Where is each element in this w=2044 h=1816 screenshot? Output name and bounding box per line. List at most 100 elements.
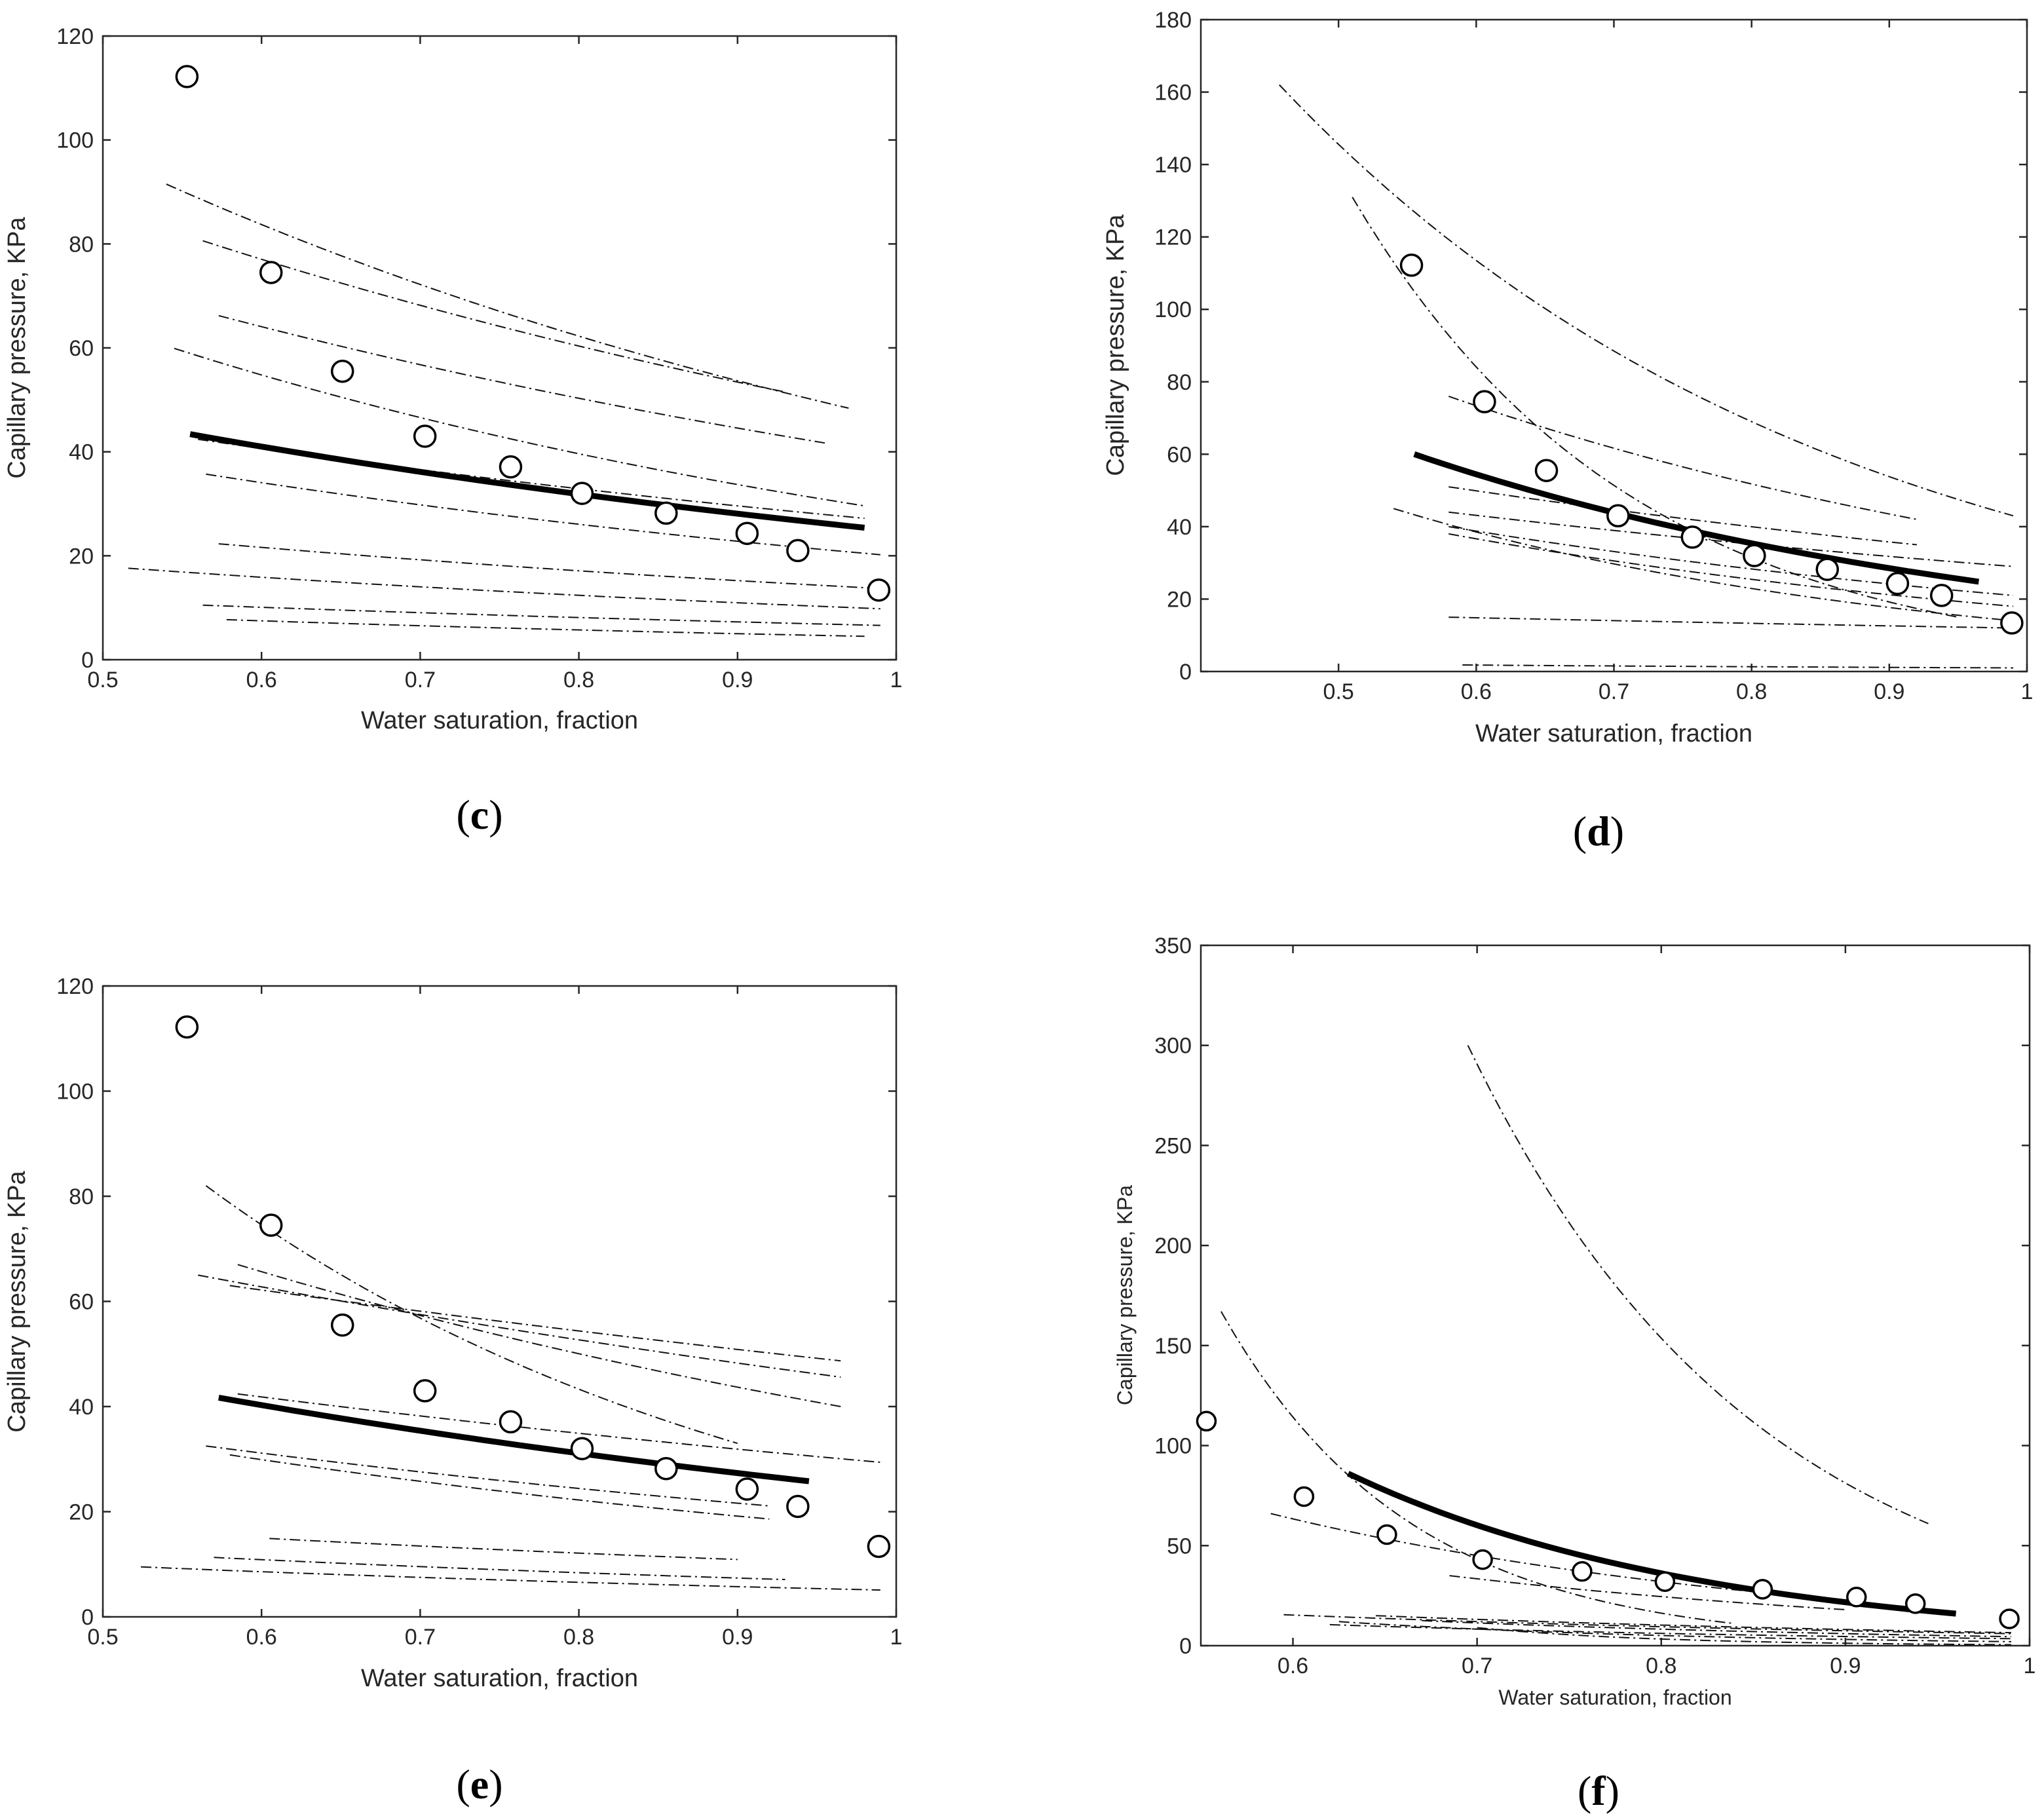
reference-curve-9 bbox=[1329, 1623, 2011, 1640]
y-tick-label: 150 bbox=[1154, 1334, 1192, 1359]
y-tick-label: 100 bbox=[1154, 297, 1192, 322]
y-tick-label: 100 bbox=[56, 128, 94, 153]
y-tick-label: 120 bbox=[56, 24, 94, 49]
observed-point bbox=[1534, 459, 1559, 482]
y-tick-label: 20 bbox=[69, 1500, 94, 1525]
observed-point bbox=[499, 455, 523, 479]
y-tick-label: 0 bbox=[1179, 660, 1192, 685]
reference-curve-4 bbox=[1449, 1575, 1845, 1610]
y-tick-label: 60 bbox=[69, 1290, 94, 1315]
x-tick-label: 0.5 bbox=[1323, 679, 1354, 704]
reference-curve-8 bbox=[1448, 533, 2014, 607]
x-tick-label: 0.9 bbox=[722, 1625, 753, 1650]
reference-curve-9 bbox=[214, 1557, 785, 1580]
y-tick-label: 200 bbox=[1154, 1234, 1192, 1258]
y-axis-label: Capillary pressure, KPa bbox=[3, 217, 31, 479]
panel-e: 0.5 0.6 0.7 0.8 0.9 1 0 20 40 60 80 100 120 Water sat… bbox=[3, 974, 902, 1807]
observed-point bbox=[1606, 504, 1630, 528]
reference-curve-3 bbox=[1448, 395, 1918, 520]
x-tick-label: 0.9 bbox=[1874, 679, 1904, 704]
observed-point bbox=[1815, 558, 1840, 581]
reference-curve-4 bbox=[1448, 486, 1918, 546]
y-tick-label: 50 bbox=[1167, 1534, 1192, 1559]
observed-point bbox=[1904, 1593, 1926, 1614]
x-tick-label: 1 bbox=[2021, 679, 2034, 704]
y-tick-label: 80 bbox=[69, 232, 94, 257]
x-tick-label: 1 bbox=[2024, 1654, 2036, 1678]
panel-label: (e) bbox=[456, 1761, 502, 1807]
x-axis-label: Water saturation, fraction bbox=[1498, 1686, 1732, 1709]
reference-curve-1 bbox=[205, 1185, 738, 1445]
reference-curve-8 bbox=[269, 1538, 738, 1561]
x-tick-label: 1 bbox=[890, 668, 903, 692]
y-axis-label: Capillary pressure, KPa bbox=[3, 1171, 31, 1433]
reference-curve-7 bbox=[1448, 525, 2014, 596]
reference-curve-7 bbox=[218, 543, 880, 590]
observed-point bbox=[1680, 525, 1705, 549]
y-tick-label: 0 bbox=[81, 648, 94, 673]
reference-curve-3 bbox=[1270, 1513, 1864, 1602]
fitted-curve bbox=[218, 1394, 810, 1485]
observed-point bbox=[867, 578, 891, 602]
observed-point bbox=[1752, 1579, 1773, 1600]
reference-curve-7 bbox=[229, 1454, 770, 1520]
observed-point bbox=[413, 1379, 437, 1403]
reference-curve-1 bbox=[1279, 84, 2014, 517]
y-tick-label: 40 bbox=[69, 1395, 94, 1420]
reference-curve-2 bbox=[202, 240, 785, 393]
x-tick-label: 0.6 bbox=[1278, 1654, 1308, 1678]
panel-d: 0.5 0.6 0.7 0.8 0.9 1 0 20 40 60 80 100 120 140 160 180… bbox=[1102, 8, 2033, 854]
reference-curve-5 bbox=[237, 1393, 880, 1464]
panel-label: (f) bbox=[1578, 1768, 1619, 1814]
y-tick-label: 350 bbox=[1154, 934, 1192, 958]
x-axis-label: Water saturation, fraction bbox=[1475, 720, 1752, 747]
x-tick-label: 0.7 bbox=[405, 1625, 436, 1650]
observed-point bbox=[735, 1477, 759, 1501]
x-tick-label: 0.7 bbox=[1462, 1654, 1492, 1678]
reference-curve-2 bbox=[1352, 197, 1959, 618]
observed-point bbox=[1743, 544, 1766, 567]
y-tick-label: 0 bbox=[1179, 1634, 1192, 1659]
x-tick-label: 0.9 bbox=[1830, 1654, 1861, 1678]
x-tick-label: 0.7 bbox=[1599, 679, 1629, 704]
observed-point bbox=[1472, 1549, 1493, 1570]
observed-point bbox=[1376, 1524, 1397, 1545]
x-tick-label: 0.6 bbox=[246, 668, 277, 692]
y-tick-label: 250 bbox=[1154, 1133, 1192, 1158]
x-tick-label: 1 bbox=[890, 1625, 903, 1650]
observed-point bbox=[1885, 571, 1910, 596]
reference-curve-10 bbox=[1462, 664, 2014, 669]
x-tick-label: 0.7 bbox=[405, 668, 436, 692]
y-tick-label: 100 bbox=[56, 1080, 94, 1105]
observed-point bbox=[1846, 1587, 1867, 1608]
reference-curve-8 bbox=[128, 567, 880, 610]
y-tick-label: 40 bbox=[69, 440, 94, 465]
observed-point bbox=[330, 1313, 354, 1337]
y-axis-label: Capillary pressure, KPa bbox=[1102, 214, 1129, 476]
y-axis-label: Capillary pressure, KPa bbox=[1113, 1185, 1137, 1405]
panel-label: (d) bbox=[1573, 808, 1624, 854]
observed-point bbox=[175, 1015, 199, 1039]
observed-point bbox=[1196, 1410, 1217, 1432]
observed-point bbox=[1929, 584, 1954, 607]
reference-curve-1 bbox=[1467, 1045, 1929, 1524]
y-tick-label: 80 bbox=[69, 1184, 94, 1209]
observed-point bbox=[499, 1410, 523, 1434]
reference-curve-1 bbox=[166, 183, 849, 409]
panel-c: 0.5 0.6 0.7 0.8 0.9 1 0 20 40 60 80 100 120 Water sat… bbox=[3, 24, 902, 838]
reference-curve-7 bbox=[1338, 1621, 2011, 1642]
y-tick-label: 60 bbox=[69, 336, 94, 361]
reference-curve-6 bbox=[206, 473, 880, 556]
y-tick-label: 300 bbox=[1154, 1034, 1192, 1059]
observed-point bbox=[1654, 1571, 1676, 1593]
observed-point bbox=[175, 65, 199, 88]
x-tick-label: 0.8 bbox=[1736, 679, 1767, 704]
x-tick-label: 0.8 bbox=[1646, 1654, 1676, 1678]
observed-point bbox=[330, 359, 354, 383]
y-tick-label: 80 bbox=[1167, 370, 1192, 395]
y-tick-label: 180 bbox=[1154, 8, 1192, 33]
plot-frame bbox=[102, 35, 898, 661]
reference-curve-2 bbox=[237, 1264, 841, 1407]
observed-point bbox=[1399, 254, 1424, 277]
